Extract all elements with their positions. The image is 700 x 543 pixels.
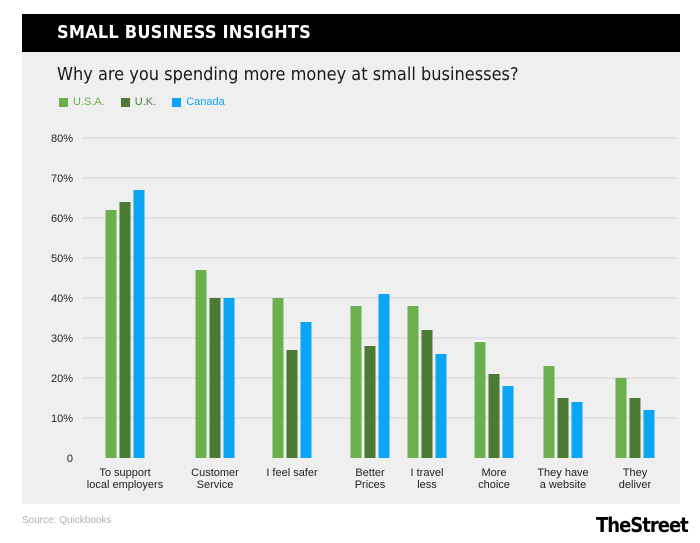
y-tick-label-30: 30% <box>51 333 73 345</box>
legend-item-usa: U.S.A. <box>59 96 105 108</box>
legend-label-uk: U.K. <box>134 96 157 108</box>
legend-swatch-uk <box>120 97 130 107</box>
y-tick-label-70: 70% <box>51 173 73 185</box>
legend-item-uk: U.K. <box>120 96 157 108</box>
bar-usa-0 <box>105 210 117 458</box>
bar-usa-7 <box>615 378 627 458</box>
bar-uk-1 <box>209 298 221 458</box>
bar-uk-4 <box>421 330 433 458</box>
x-tick-label-2-0: I feel safer <box>266 467 318 479</box>
bar-usa-6 <box>543 366 555 458</box>
y-tick-label-40: 40% <box>51 293 73 305</box>
x-tick-label-3-0: Better <box>355 467 385 479</box>
y-tick-label-0: 0 <box>67 453 73 465</box>
x-tick-label-3-1: Prices <box>355 479 386 491</box>
bar-usa-2 <box>272 298 284 458</box>
bar-canada-4 <box>435 354 447 458</box>
bar-usa-1 <box>195 270 207 458</box>
bar-canada-7 <box>643 410 655 458</box>
x-tick-label-6-0: They have <box>537 467 588 479</box>
bar-usa-3 <box>350 306 362 458</box>
legend-label-canada: Canada <box>186 96 225 108</box>
legend-label-usa: U.S.A. <box>73 96 105 108</box>
x-tick-label-4-0: I travel <box>410 467 443 479</box>
legend-item-canada: Canada <box>172 96 225 108</box>
legend-swatch-canada <box>172 97 182 107</box>
legend-swatch-usa <box>59 97 68 107</box>
header-title: SMALL BUSINESS INSIGHTS <box>22 14 680 52</box>
bar-usa-4 <box>407 306 419 458</box>
x-tick-label-7-0: They <box>623 467 648 479</box>
y-tick-label-80: 80% <box>51 133 73 145</box>
x-tick-label-1-0: Customer <box>191 467 239 479</box>
bar-uk-7 <box>629 398 641 458</box>
legend: U.S.A. U.K. Canada <box>59 96 225 108</box>
y-tick-label-20: 20% <box>51 373 73 385</box>
y-tick-label-10: 10% <box>51 413 73 425</box>
x-tick-label-5-0: More <box>481 467 506 479</box>
x-tick-label-6-1: a website <box>540 479 586 491</box>
x-tick-label-0-1: local employers <box>87 479 164 491</box>
x-tick-label-7-1: deliver <box>619 479 652 491</box>
bar-uk-5 <box>488 374 500 458</box>
bar-uk-2 <box>286 350 298 458</box>
bar-canada-1 <box>223 298 235 458</box>
x-tick-label-1-1: Service <box>197 479 234 491</box>
bar-canada-6 <box>571 402 583 458</box>
bar-usa-5 <box>474 342 486 458</box>
bar-chart: 0 10% 20% 30% 40% 50% 60% 70% 80% To supportlocal… <box>51 133 677 491</box>
y-tick-label-60: 60% <box>51 213 73 225</box>
bar-canada-0 <box>133 190 145 458</box>
bar-uk-3 <box>364 346 376 458</box>
bar-canada-3 <box>378 294 390 458</box>
source-note: Source: Quickbooks <box>22 515 112 526</box>
chart-title: Why are you spending more money at small… <box>57 64 519 85</box>
chart-panel: SMALL BUSINESS INSIGHTS Why are you spen… <box>22 14 680 504</box>
y-tick-label-50: 50% <box>51 253 73 265</box>
bar-uk-0 <box>119 202 131 458</box>
bar-canada-5 <box>502 386 514 458</box>
thestreet-logo: TheStreet <box>596 513 689 537</box>
bar-canada-2 <box>300 322 312 458</box>
x-tick-label-0-0: To support <box>99 467 150 479</box>
bar-uk-6 <box>557 398 569 458</box>
x-tick-label-5-1: choice <box>478 479 510 491</box>
x-tick-label-4-1: less <box>417 479 437 491</box>
